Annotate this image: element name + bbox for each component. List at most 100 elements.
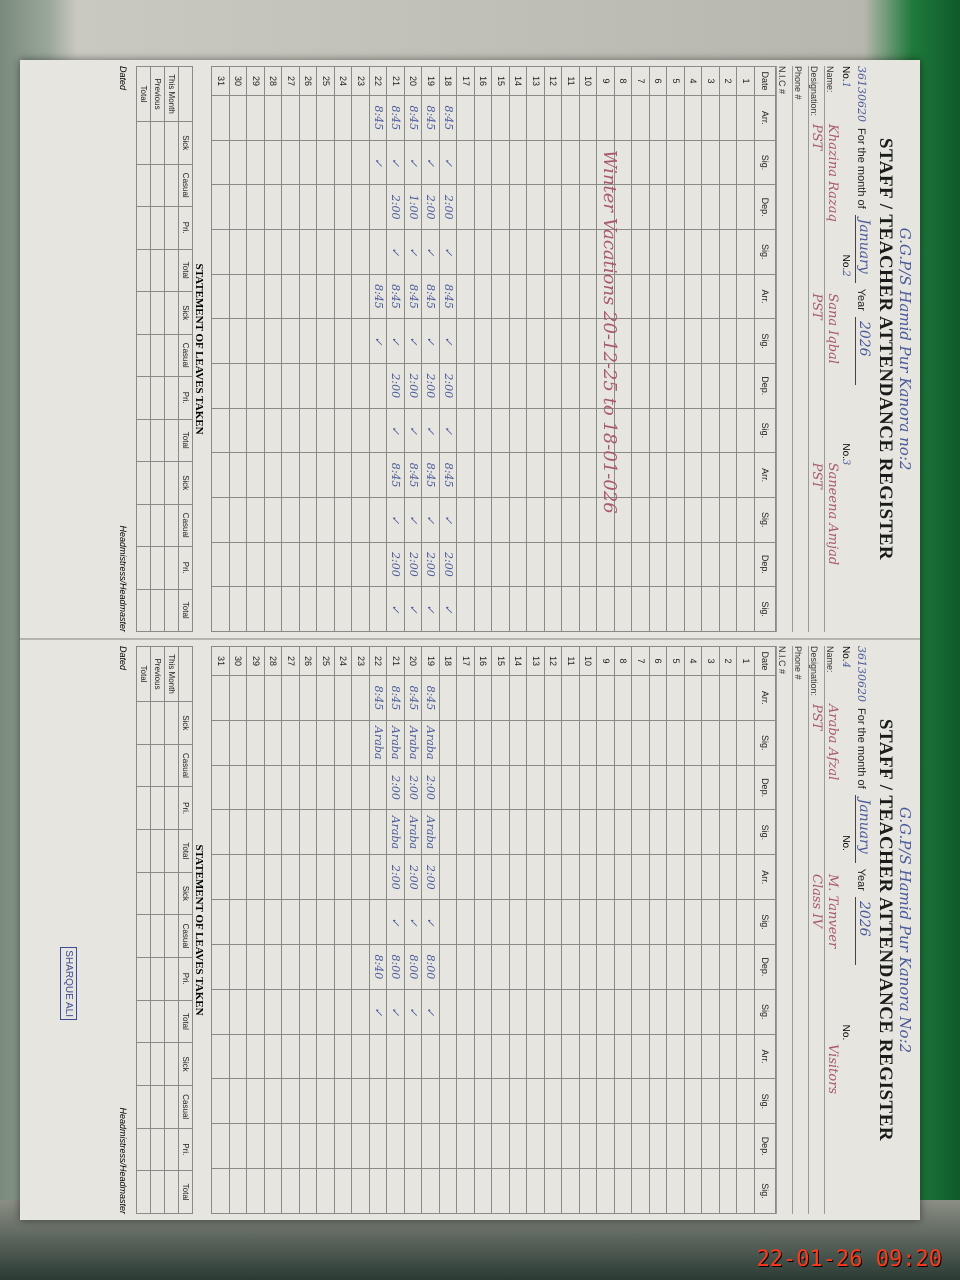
attendance-cell[interactable] <box>282 542 300 587</box>
attendance-cell[interactable] <box>247 854 265 900</box>
attendance-cell[interactable]: ✓ <box>369 140 387 185</box>
leave-cell[interactable] <box>165 914 179 958</box>
attendance-cell[interactable] <box>737 1123 755 1169</box>
attendance-cell[interactable] <box>702 854 720 900</box>
attendance-cell[interactable]: ✓ <box>439 586 457 632</box>
attendance-cell[interactable] <box>299 675 317 721</box>
attendance-cell[interactable] <box>212 408 230 453</box>
attendance-cell[interactable] <box>212 1078 230 1124</box>
attendance-cell[interactable] <box>667 452 685 498</box>
attendance-cell[interactable] <box>212 854 230 900</box>
attendance-cell[interactable] <box>369 363 387 409</box>
attendance-cell[interactable] <box>282 989 300 1035</box>
attendance-cell[interactable] <box>719 809 737 855</box>
attendance-cell[interactable] <box>282 318 300 364</box>
attendance-cell[interactable] <box>684 720 702 766</box>
attendance-cell[interactable] <box>562 1034 580 1079</box>
attendance-cell[interactable]: ✓ <box>422 140 440 185</box>
attendance-cell[interactable] <box>597 944 615 990</box>
attendance-cell[interactable]: ✓ <box>387 229 405 275</box>
leave-cell[interactable] <box>165 701 179 745</box>
attendance-cell[interactable] <box>737 809 755 855</box>
attendance-cell[interactable] <box>667 675 685 721</box>
attendance-cell[interactable] <box>264 318 282 364</box>
attendance-cell[interactable] <box>719 452 737 498</box>
attendance-cell[interactable] <box>614 95 632 141</box>
attendance-cell[interactable] <box>264 184 282 230</box>
attendance-cell[interactable] <box>527 809 545 855</box>
leave-cell[interactable] <box>165 744 179 787</box>
attendance-cell[interactable] <box>702 675 720 721</box>
attendance-cell[interactable]: 2:00 <box>387 363 405 409</box>
attendance-cell[interactable] <box>649 675 667 721</box>
attendance-cell[interactable] <box>544 542 562 587</box>
leave-cell[interactable] <box>151 1000 165 1043</box>
attendance-cell[interactable] <box>649 854 667 900</box>
attendance-cell[interactable] <box>282 229 300 275</box>
attendance-cell[interactable] <box>702 1168 720 1214</box>
attendance-cell[interactable] <box>649 1168 667 1214</box>
leave-cell[interactable] <box>151 121 165 164</box>
attendance-cell[interactable] <box>317 184 335 230</box>
attendance-cell[interactable] <box>229 184 247 230</box>
attendance-cell[interactable] <box>684 274 702 319</box>
attendance-cell[interactable] <box>212 675 230 721</box>
attendance-cell[interactable] <box>264 363 282 409</box>
attendance-cell[interactable] <box>527 542 545 587</box>
leave-cell[interactable] <box>165 957 179 1001</box>
leave-cell[interactable] <box>151 914 165 958</box>
attendance-cell[interactable] <box>702 899 720 945</box>
attendance-cell[interactable] <box>579 452 597 498</box>
attendance-cell[interactable] <box>579 899 597 945</box>
attendance-cell[interactable] <box>457 452 475 498</box>
attendance-cell[interactable] <box>247 989 265 1035</box>
attendance-cell[interactable]: Araba <box>404 720 422 766</box>
attendance-cell[interactable] <box>597 989 615 1035</box>
attendance-cell[interactable]: ✓ <box>422 497 440 543</box>
attendance-cell[interactable] <box>597 586 615 632</box>
attendance-cell[interactable] <box>614 1034 632 1079</box>
year-value[interactable]: 2026 <box>855 896 872 965</box>
attendance-cell[interactable] <box>684 318 702 364</box>
attendance-cell[interactable] <box>719 586 737 632</box>
attendance-cell[interactable] <box>492 363 510 409</box>
attendance-cell[interactable] <box>282 452 300 498</box>
leave-cell[interactable] <box>165 164 179 207</box>
attendance-cell[interactable] <box>632 944 650 990</box>
attendance-cell[interactable] <box>702 140 720 185</box>
leave-cell[interactable] <box>151 829 165 873</box>
attendance-cell[interactable] <box>299 274 317 319</box>
attendance-cell[interactable] <box>684 542 702 587</box>
leave-cell[interactable] <box>151 957 165 1001</box>
attendance-cell[interactable] <box>334 497 352 543</box>
attendance-cell[interactable] <box>457 184 475 230</box>
attendance-cell[interactable] <box>387 1168 405 1214</box>
attendance-cell[interactable] <box>544 1168 562 1214</box>
attendance-cell[interactable] <box>247 586 265 632</box>
teacher-name[interactable]: Araba Afzal <box>825 704 840 781</box>
attendance-cell[interactable] <box>457 363 475 409</box>
attendance-cell[interactable] <box>282 765 300 810</box>
attendance-cell[interactable]: ✓ <box>387 989 405 1035</box>
attendance-cell[interactable] <box>439 720 457 766</box>
attendance-cell[interactable] <box>719 1123 737 1169</box>
leave-cell[interactable] <box>151 334 165 377</box>
attendance-cell[interactable] <box>684 95 702 141</box>
teacher-name[interactable]: Sana Iqbal <box>825 293 840 364</box>
attendance-cell[interactable] <box>719 140 737 185</box>
attendance-cell[interactable] <box>702 809 720 855</box>
attendance-cell[interactable] <box>457 1034 475 1079</box>
attendance-cell[interactable] <box>562 318 580 364</box>
attendance-cell[interactable] <box>614 675 632 721</box>
attendance-cell[interactable] <box>212 542 230 587</box>
attendance-cell[interactable] <box>457 318 475 364</box>
attendance-cell[interactable] <box>492 1078 510 1124</box>
attendance-cell[interactable] <box>229 140 247 185</box>
attendance-cell[interactable] <box>229 408 247 453</box>
attendance-cell[interactable] <box>387 1123 405 1169</box>
attendance-cell[interactable] <box>317 1034 335 1079</box>
attendance-cell[interactable] <box>264 854 282 900</box>
attendance-cell[interactable] <box>247 452 265 498</box>
attendance-cell[interactable] <box>562 95 580 141</box>
attendance-cell[interactable] <box>719 899 737 945</box>
